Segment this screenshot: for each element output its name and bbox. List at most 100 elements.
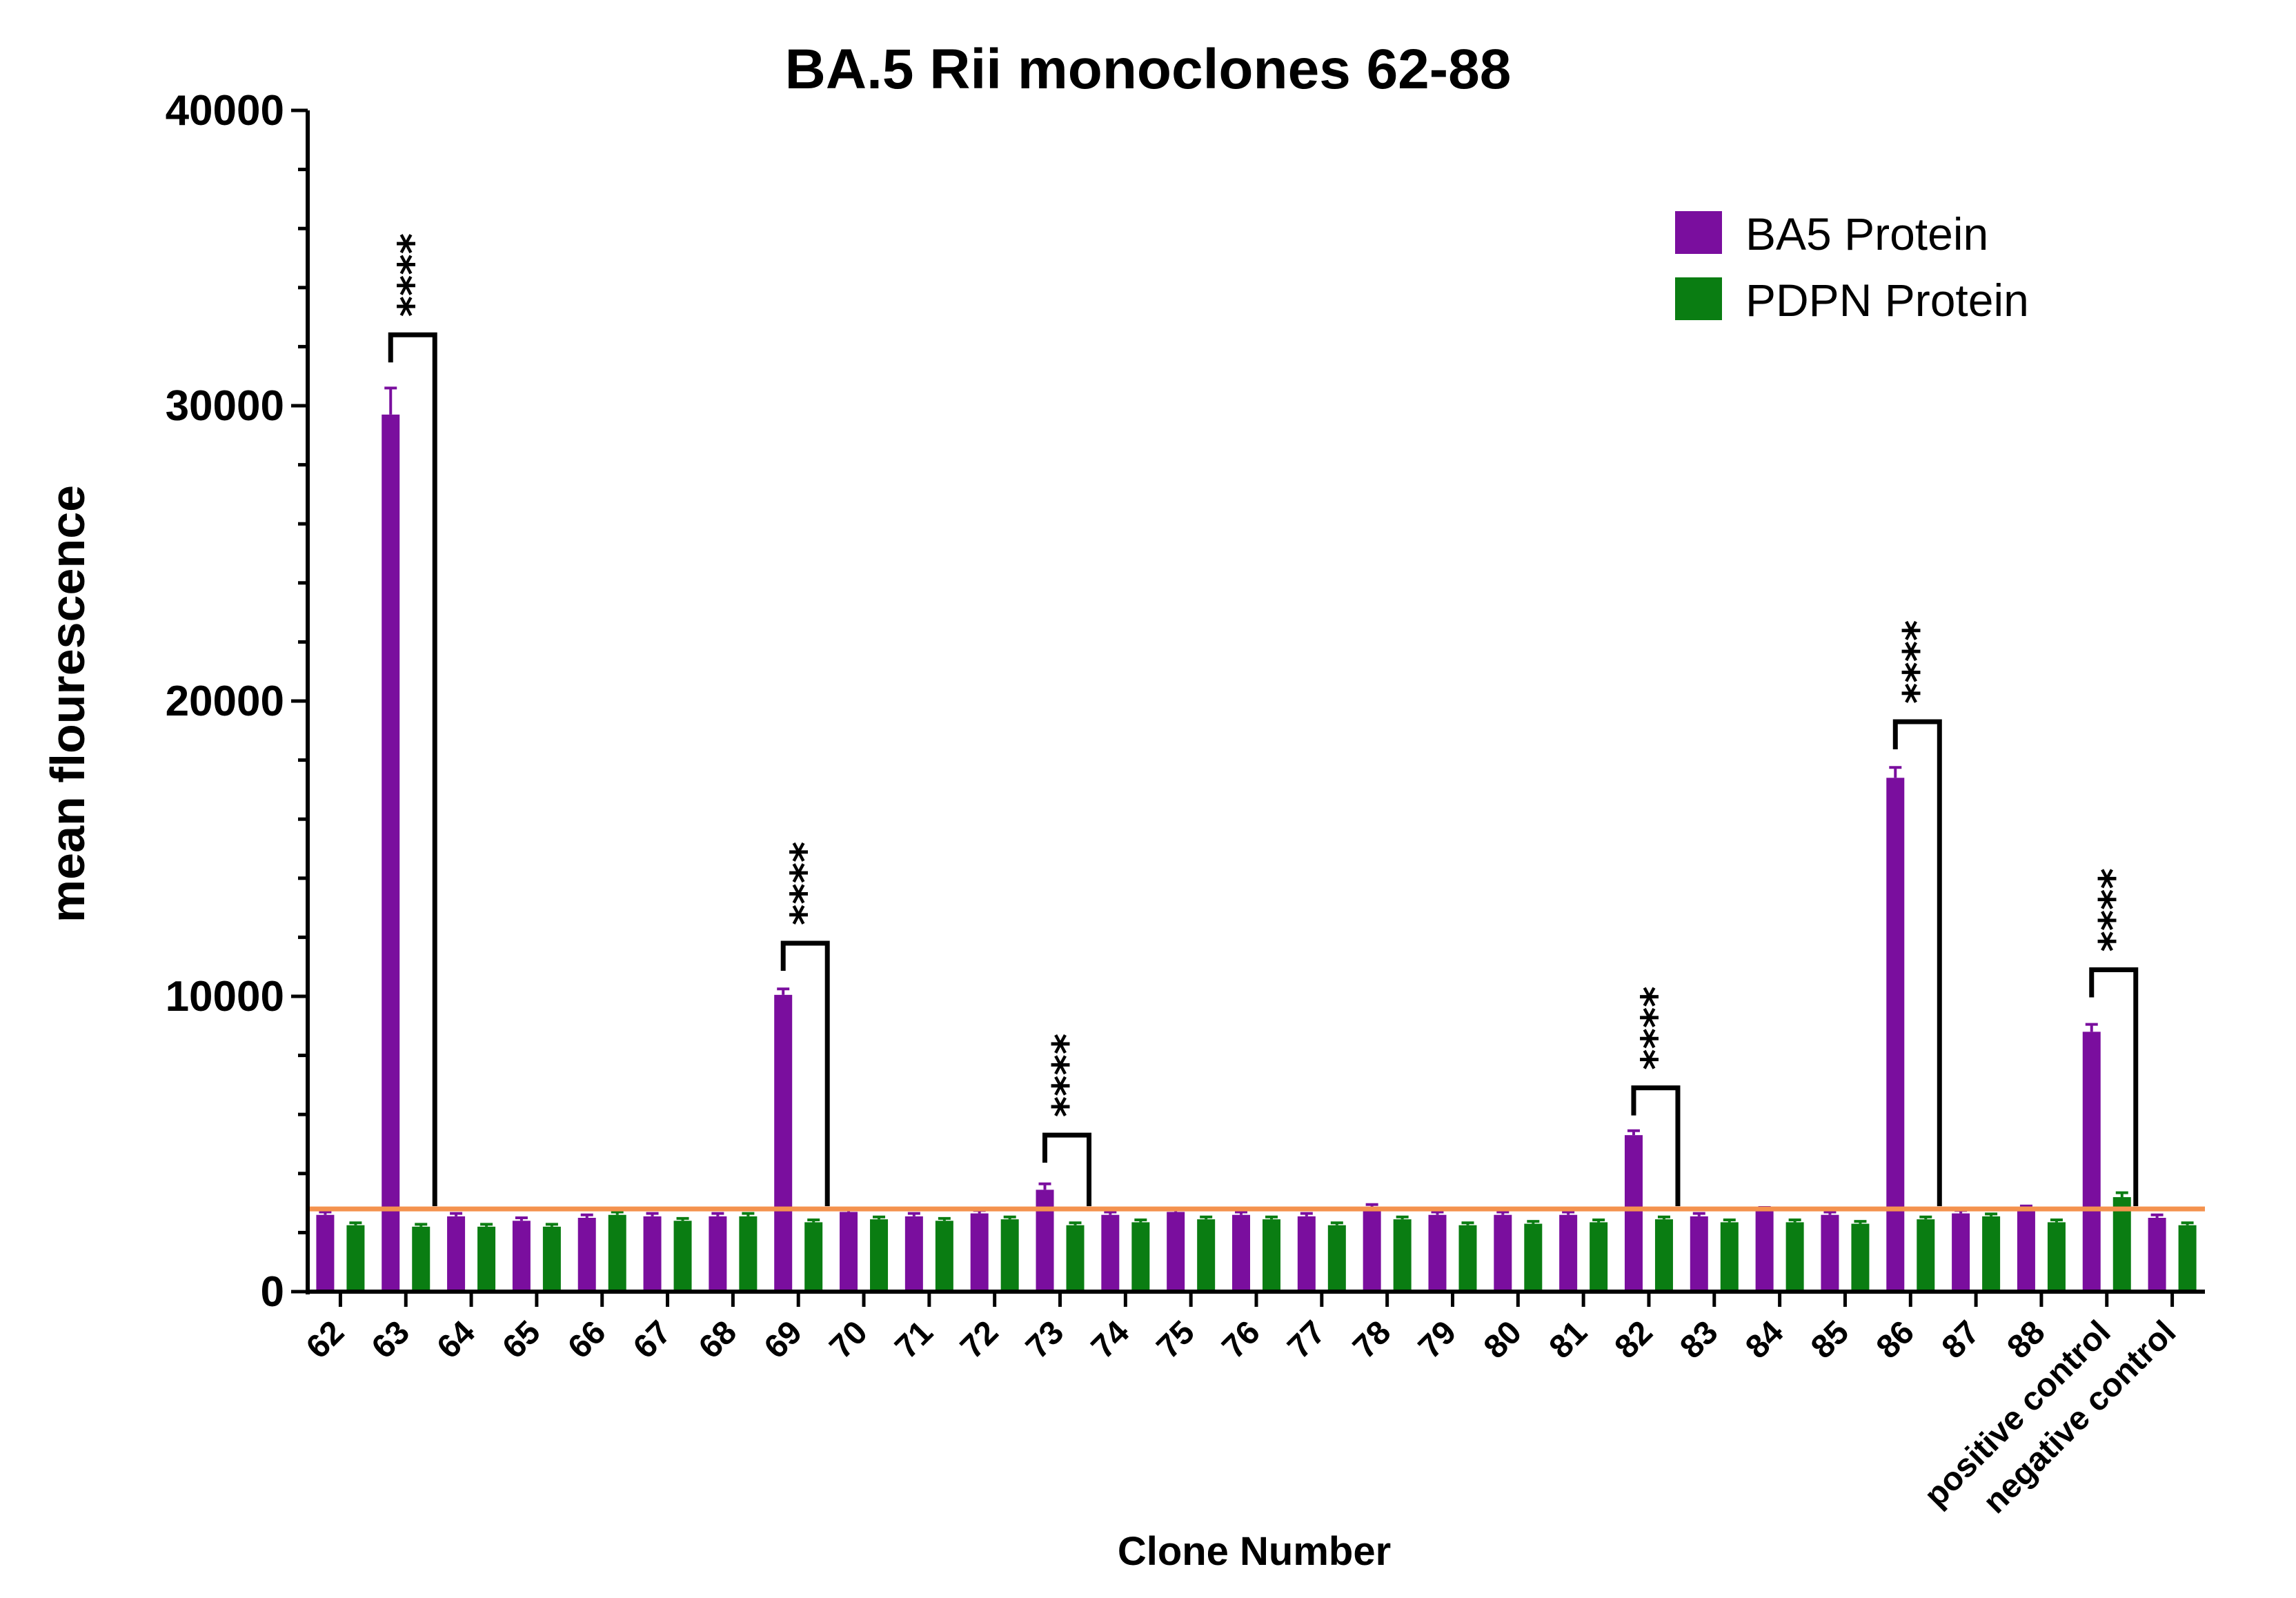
significance-bracket	[388, 332, 437, 1207]
significance-bracket	[1892, 719, 1942, 1207]
bar-ba5	[1428, 1214, 1447, 1292]
bar-pdpn	[1066, 1225, 1085, 1292]
x-tick-label: 75	[1150, 1314, 1202, 1365]
bar-pdpn	[1000, 1219, 1019, 1292]
x-tick-label: 76	[1216, 1314, 1267, 1365]
bar-pdpn	[1327, 1225, 1346, 1292]
bar-ba5	[1624, 1135, 1643, 1292]
bar-ba5	[2082, 1032, 2101, 1292]
x-tick-label: 70	[823, 1314, 875, 1365]
bar-ba5	[1559, 1214, 1578, 1292]
bar-pdpn	[1917, 1219, 1935, 1292]
significance-bracket	[1042, 1132, 1092, 1207]
bar-ba5	[2017, 1209, 2035, 1292]
bar-ba5	[1494, 1214, 1512, 1292]
x-tick-label: 85	[1804, 1314, 1856, 1365]
bar-ba5	[840, 1212, 858, 1292]
bar-pdpn	[1720, 1222, 1739, 1292]
bar-ba5	[1101, 1214, 1120, 1292]
y-tick-label: 40000	[166, 87, 284, 135]
x-axis-title: Clone Number	[1118, 1529, 1391, 1574]
significance-bracket	[2089, 967, 2139, 1207]
bar-ba5	[1821, 1214, 1839, 1292]
x-tick-label: 64	[430, 1314, 482, 1365]
x-tick-label: 87	[1935, 1314, 1987, 1365]
x-tick-label: 71	[888, 1314, 940, 1365]
bar-pdpn	[870, 1219, 889, 1292]
x-tick-label: 68	[692, 1314, 744, 1365]
significance-stars: ****	[782, 842, 829, 925]
bar-pdpn	[477, 1226, 496, 1292]
x-tick-label: 79	[1412, 1314, 1463, 1365]
bar-pdpn	[2178, 1225, 2197, 1292]
significance-stars: ****	[2090, 868, 2137, 951]
bar-pdpn	[1590, 1222, 1608, 1292]
bar-pdpn	[935, 1221, 953, 1292]
bar-pdpn	[608, 1214, 626, 1292]
chart-title: BA.5 Rii monoclones 62-88	[785, 38, 1512, 101]
bar-pdpn	[1458, 1225, 1477, 1292]
x-tick-label: 66	[561, 1314, 613, 1365]
x-tick-label: 72	[953, 1314, 1005, 1365]
bar-ba5	[577, 1218, 596, 1292]
bar-ba5	[970, 1213, 989, 1292]
bar-pdpn	[1785, 1222, 1804, 1292]
bar-pdpn	[1393, 1219, 1412, 1292]
bar-ba5	[709, 1216, 727, 1292]
x-tick-label: 86	[1870, 1314, 1921, 1365]
bar-pdpn	[1654, 1219, 1673, 1292]
bar-ba5	[316, 1214, 335, 1292]
bar-pdpn	[2112, 1197, 2131, 1292]
x-tick-label: 83	[1673, 1314, 1725, 1365]
significance-bracket	[780, 940, 830, 1207]
x-tick-label: 78	[1346, 1314, 1398, 1365]
x-tick-label: 81	[1543, 1314, 1594, 1365]
y-tick-label: 0	[261, 1268, 284, 1316]
significance-stars: ****	[389, 233, 436, 317]
y-tick-label: 10000	[166, 973, 284, 1020]
bar-ba5	[643, 1216, 662, 1292]
x-tick-label: 80	[1477, 1314, 1529, 1365]
bar-ba5	[904, 1216, 923, 1292]
y-tick-label: 20000	[166, 678, 284, 725]
bar-pdpn	[1263, 1219, 1280, 1292]
significance-bracket	[1631, 1085, 1681, 1207]
bar-pdpn	[1197, 1219, 1216, 1292]
legend-label-pdpn: PDPN Protein	[1745, 275, 2029, 326]
bar-pdpn	[346, 1225, 365, 1292]
legend-swatch-pdpn	[1675, 277, 1722, 320]
x-tick-label: 73	[1019, 1314, 1071, 1365]
x-tick-label: 67	[626, 1314, 678, 1365]
x-tick-label: 84	[1739, 1314, 1790, 1365]
significance-stars: ****	[1632, 986, 1679, 1069]
bar-pdpn	[673, 1221, 692, 1292]
bar-pdpn	[1131, 1222, 1150, 1292]
x-tick-label: 69	[758, 1314, 809, 1365]
legend-label-ba5: BA5 Protein	[1745, 208, 1988, 259]
bar-ba5	[774, 994, 793, 1292]
bar-ba5	[2148, 1218, 2166, 1292]
x-tick-label: 74	[1085, 1314, 1136, 1365]
bar-pdpn	[1851, 1223, 1870, 1292]
legend: BA5 Protein PDPN Protein	[1675, 208, 2029, 326]
x-tick-label: 82	[1608, 1314, 1660, 1365]
y-axis-title: mean flourescence	[41, 485, 95, 923]
bar-ba5	[447, 1216, 466, 1292]
bar-ba5	[1167, 1212, 1185, 1292]
x-tick-label: 88	[2000, 1314, 2052, 1365]
bar-pdpn	[1982, 1216, 2001, 1292]
x-tick-label: 77	[1280, 1314, 1332, 1365]
bar-ba5	[1886, 778, 1905, 1292]
bar-ba5	[1297, 1216, 1316, 1292]
bar-ba5	[1363, 1207, 1381, 1292]
bar-ba5	[1232, 1214, 1250, 1292]
bar-ba5	[1755, 1210, 1774, 1292]
bar-ba5	[382, 414, 400, 1292]
y-tick-label: 30000	[166, 382, 284, 430]
x-tick-label: 65	[495, 1314, 547, 1365]
legend-swatch-ba5	[1675, 211, 1722, 254]
significance-stars: ****	[1044, 1034, 1091, 1117]
bar-pdpn	[804, 1222, 823, 1292]
bar-pdpn	[2047, 1222, 2066, 1292]
